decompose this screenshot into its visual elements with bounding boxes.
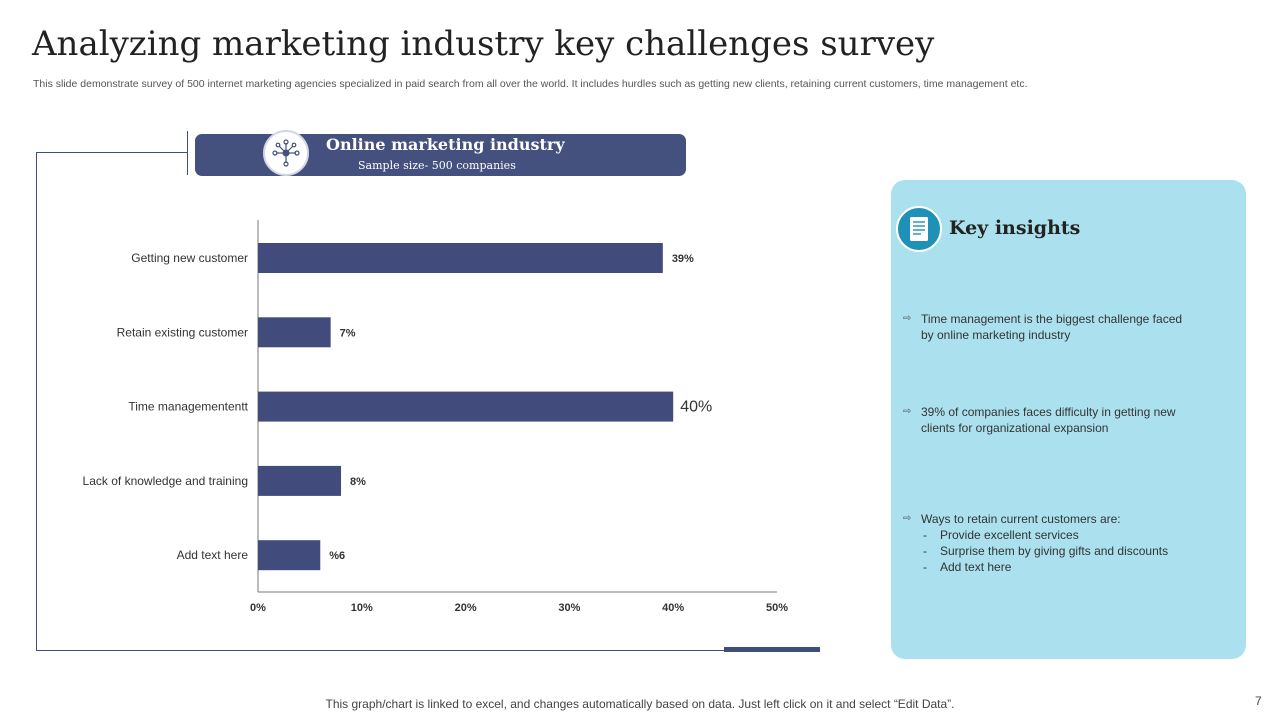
list-item-text: Add text here — [940, 560, 1012, 574]
banner-title: Online marketing industry — [326, 135, 565, 154]
key-insights-title: Key insights — [949, 217, 1081, 239]
arrow-icon: ⇨ — [903, 313, 912, 324]
data-label: %6 — [329, 550, 345, 562]
page-number: 7 — [1255, 694, 1262, 708]
frame-bottom-line — [36, 650, 820, 651]
x-tick-label: 20% — [455, 602, 477, 614]
list-item: - Provide excellent services — [923, 528, 1079, 542]
list-item: - Add text here — [923, 560, 1012, 574]
x-tick-label: 10% — [351, 602, 373, 614]
bar — [258, 465, 342, 496]
bar — [258, 391, 674, 422]
frame-top-line — [36, 152, 187, 153]
category-label: Lack of knowledge and training — [83, 474, 248, 488]
insight-text: Ways to retain current customers are: — [921, 512, 1121, 526]
arrow-icon: ⇨ — [903, 513, 912, 524]
bar — [258, 243, 663, 273]
network-icon — [263, 130, 309, 176]
bar — [258, 317, 331, 348]
retention-list: - Provide excellent services - Surprise th… — [921, 527, 1238, 575]
data-label: 39% — [672, 253, 694, 265]
list-item: - Surprise them by giving gifts and disco… — [923, 544, 1169, 558]
x-tick-label: 30% — [558, 602, 580, 614]
bar-chart: 0% 10% 20% 30% 40% 50% Getting new customer 39%… — [83, 220, 788, 614]
frame-bottom-accent — [724, 647, 820, 652]
x-tick-label: 50% — [766, 602, 788, 614]
category-label: Time managemententt — [128, 400, 248, 414]
category-label: Getting new customer — [131, 251, 248, 265]
slide-subtitle: This slide demonstrate survey of 500 int… — [33, 78, 1028, 90]
insight-item: ⇨ 39% of companies faces difficulty in g… — [903, 404, 1238, 436]
insight-text: 39% of companies faces difficulty in get… — [921, 405, 1176, 435]
banner-subtitle: Sample size- 500 companies — [358, 159, 516, 172]
insight-item: ⇨ Ways to retain current customers are: … — [903, 511, 1238, 575]
footnote: This graph/chart is linked to excel, and… — [325, 697, 955, 711]
frame-connector-line — [187, 131, 188, 175]
key-insights-panel — [891, 180, 1246, 659]
frame-left-line — [36, 152, 37, 650]
data-label: 40% — [680, 399, 712, 416]
category-label: Add text here — [177, 548, 249, 562]
x-tick-label: 40% — [662, 602, 684, 614]
arrow-icon: ⇨ — [903, 406, 912, 417]
list-item-text: Surprise them by giving gifts and discou… — [940, 544, 1169, 558]
insight-item: ⇨ Time management is the biggest challen… — [903, 311, 1238, 343]
x-tick-label: 0% — [250, 602, 266, 614]
slide-title: Analyzing marketing industry key challen… — [32, 24, 935, 64]
category-label: Retain existing customer — [117, 325, 248, 339]
document-icon — [896, 206, 942, 252]
data-label: 7% — [340, 327, 356, 339]
bar — [258, 540, 321, 571]
list-item-text: Provide excellent services — [940, 528, 1079, 542]
data-label: 8% — [350, 476, 366, 488]
insight-text: Time management is the biggest challenge… — [921, 312, 1183, 342]
